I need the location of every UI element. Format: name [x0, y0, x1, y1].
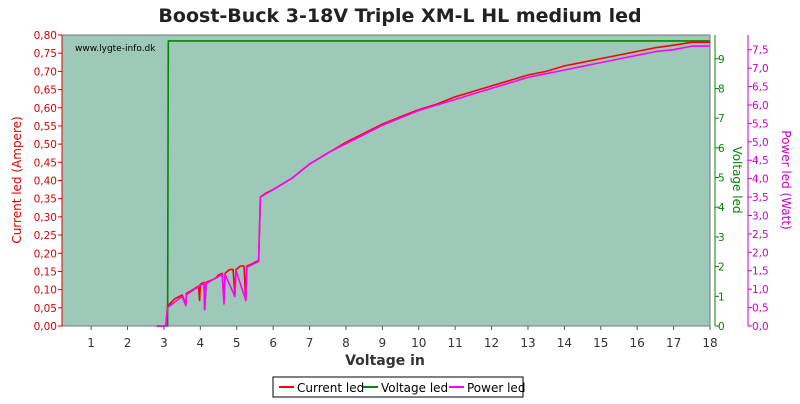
legend-box: [272, 376, 524, 398]
left-tick-label: 0,60: [34, 103, 57, 115]
left-tick-label: 0,15: [34, 266, 57, 278]
left-tick-label: 0,05: [34, 303, 57, 315]
right2-tick-label: 1,5: [752, 266, 769, 278]
right2-tick-label: 2,0: [752, 247, 769, 259]
right-voltage-axis-ticks: 0 1 2 3 4 5 6 7 8 9: [715, 54, 725, 333]
right2-tick-label: 3,5: [752, 192, 769, 204]
right1-tick-label: 9: [718, 54, 725, 66]
right2-tick-label: 3,0: [752, 210, 769, 222]
right1-tick-label: 5: [718, 173, 725, 185]
right2-tick-label: 4,5: [752, 155, 769, 167]
left-tick-label: 0,35: [34, 194, 57, 206]
legend-label-current: Current led: [297, 381, 364, 395]
left-tick-label: 0,00: [34, 321, 57, 333]
x-tick-label: 14: [557, 336, 572, 350]
left-tick-label: 0,70: [34, 66, 57, 78]
left-tick-label: 0,30: [34, 212, 57, 224]
right2-tick-label: 0,5: [752, 303, 769, 315]
x-tick-label: 4: [197, 336, 205, 350]
right1-tick-label: 6: [718, 143, 725, 155]
right1-tick-label: 0: [718, 321, 725, 333]
right2-tick-label: 5,5: [752, 118, 769, 130]
x-tick-label: 11: [448, 336, 463, 350]
x-tick-label: 18: [702, 336, 717, 350]
x-tick-label: 10: [411, 336, 426, 350]
right2-tick-label: 0,0: [752, 321, 769, 333]
right2-tick-label: 7,0: [752, 63, 769, 75]
x-tick-label: 12: [484, 336, 499, 350]
left-tick-label: 0,65: [34, 85, 57, 97]
right2-tick-label: 6,5: [752, 82, 769, 94]
chart-title: Boost-Buck 3-18V Triple XM-L HL medium l…: [158, 5, 641, 27]
x-tick-label: 1: [87, 336, 95, 350]
right-power-axis-ticks: 0,0 0,5 1,0 1,5 2,0 2,5 3,0 3,5 4,0 4,5 5,0 5,5 6,0 6…: [748, 45, 769, 333]
watermark-bg: [72, 40, 164, 55]
right1-tick-label: 3: [718, 232, 725, 244]
left-axis-ticks: 0,00 0,05 0,10 0,15 0,20 0,25 0,30 0,35 0,40 0,45…: [34, 30, 62, 333]
watermark: www.lygte-info.dk: [75, 44, 156, 54]
legend: Current led Voltage led Power led: [272, 376, 525, 398]
left-tick-label: 0,20: [34, 248, 57, 260]
right2-tick-label: 4,0: [752, 174, 769, 186]
left-tick-label: 0,50: [34, 139, 57, 151]
x-tick-label: 5: [233, 336, 241, 350]
right-voltage-axis-label: Voltage led: [730, 146, 744, 213]
left-tick-label: 0,40: [34, 176, 57, 188]
x-tick-label: 6: [269, 336, 277, 350]
x-axis-label: Voltage in: [345, 353, 425, 369]
series-line-power-led: [156, 45, 710, 327]
x-axis-ticks: 1 2 3 4 5 6 7 8 9 10 11 12 13 14 15 16 17 18: [87, 326, 718, 350]
right2-tick-label: 5,0: [752, 137, 769, 149]
right-power-axis-label: Power led (Watt): [779, 130, 793, 229]
left-tick-label: 0,10: [34, 285, 57, 297]
right1-tick-label: 4: [718, 202, 725, 214]
left-tick-label: 0,80: [34, 30, 57, 42]
right2-tick-label: 2,5: [752, 229, 769, 241]
right1-tick-label: 7: [718, 113, 725, 125]
right1-tick-label: 8: [718, 83, 725, 95]
x-tick-label: 7: [306, 336, 314, 350]
x-tick-label: 2: [124, 336, 132, 350]
x-tick-label: 13: [520, 336, 535, 350]
x-tick-label: 15: [593, 336, 608, 350]
right1-tick-label: 2: [718, 262, 725, 274]
left-axis-label: Current led (Ampere): [10, 116, 24, 243]
left-tick-label: 0,25: [34, 230, 57, 242]
x-tick-label: 9: [379, 336, 387, 350]
x-tick-label: 8: [342, 336, 350, 350]
left-tick-label: 0,55: [34, 121, 57, 133]
x-tick-label: 17: [666, 336, 681, 350]
left-tick-label: 0,75: [34, 48, 57, 60]
plot-area: [61, 34, 711, 327]
legend-label-voltage: Voltage led: [381, 381, 448, 395]
series-line-current-led: [156, 41, 710, 327]
x-tick-label: 3: [160, 336, 168, 350]
left-tick-label: 0,45: [34, 157, 57, 169]
x-tick-label: 16: [630, 336, 645, 350]
series-layer: [156, 40, 710, 327]
right2-tick-label: 7,5: [752, 45, 769, 57]
right1-tick-label: 1: [718, 291, 725, 303]
right2-tick-label: 6,0: [752, 100, 769, 112]
legend-label-power: Power led: [467, 381, 525, 395]
right2-tick-label: 1,0: [752, 284, 769, 296]
